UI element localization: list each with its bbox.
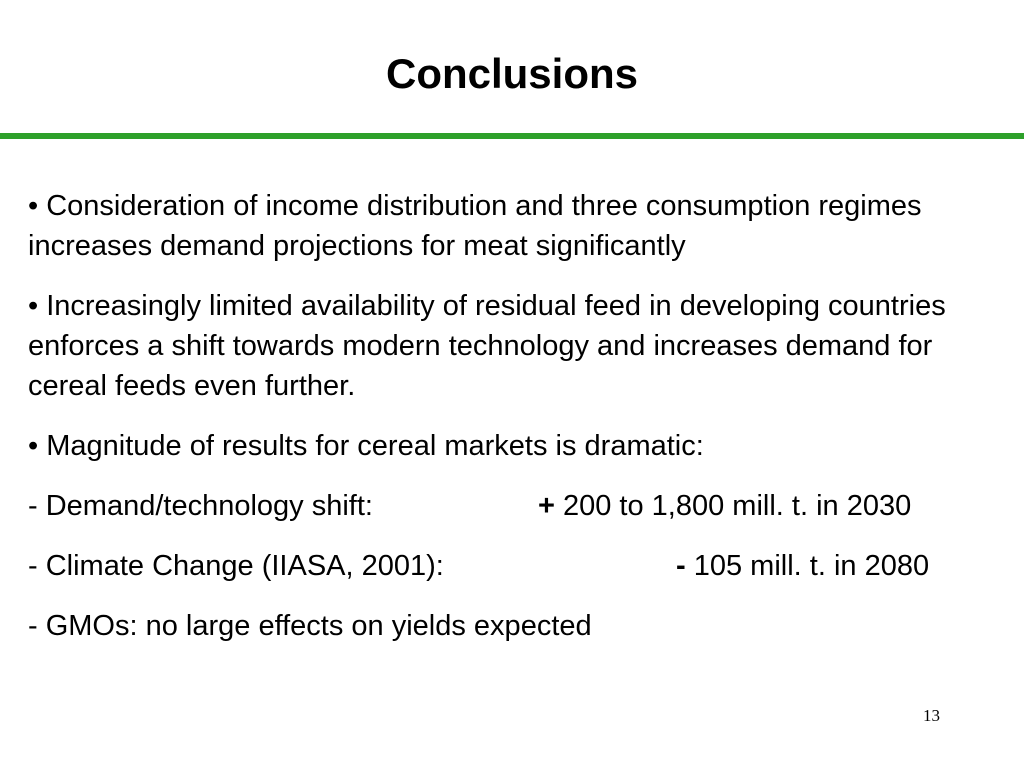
item-demand-technology-shift: - Demand/technology shift: + 200 to 1,80… [28,486,988,526]
bullet-meat-demand: • Consideration of income distribution a… [28,190,922,262]
item-climate-change: - Climate Change (IIASA, 2001): - 105 mi… [28,546,988,586]
item-gmos: - GMOs: no large effects on yields expec… [28,606,988,646]
item-label: - Demand/technology shift: [28,490,373,522]
item-label: - GMOs: no large effects on yields expec… [28,610,592,642]
bullet-cereal-markets: • Magnitude of results for cereal market… [28,430,704,462]
bullet-residual-feed: • Increasingly limited availability of r… [28,290,946,402]
item-value: + 200 to 1,800 mill. t. in 2030 [538,486,911,526]
item-sign: - [676,550,686,582]
page-number: 13 [923,706,940,725]
title-divider [0,133,1024,139]
slide-body: • Consideration of income distribution a… [28,186,988,646]
item-label: - Climate Change (IIASA, 2001): [28,550,444,582]
slide-title: Conclusions [385,50,639,97]
item-amount: 200 to 1,800 mill. t. in 2030 [554,490,912,522]
item-amount: 105 mill. t. in 2080 [685,550,930,582]
item-value: - 105 mill. t. in 2080 [676,546,929,586]
item-sign: + [538,490,555,522]
